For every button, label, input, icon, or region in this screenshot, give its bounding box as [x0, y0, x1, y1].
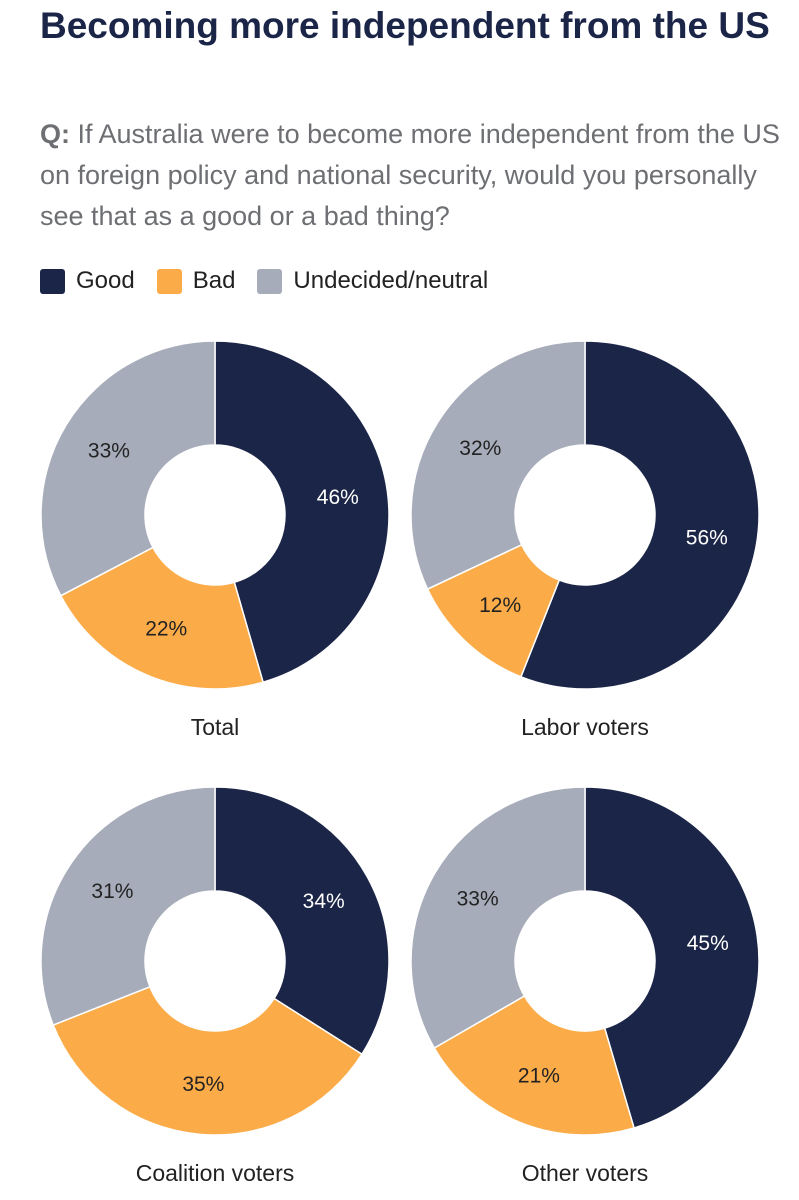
donut-chart-labor-voters: 56% 12% 32% Labor voters: [410, 340, 760, 740]
chart-caption-coalition-voters: Coalition voters: [136, 1160, 295, 1186]
chart-caption-labor-voters: Labor voters: [521, 714, 649, 740]
slice-neutral-coalition-voters: [40, 786, 216, 1027]
data-label-neutral-coalition-voters: 31%: [91, 880, 133, 903]
data-label-neutral-total: 33%: [88, 439, 130, 462]
slice-good-labor-voters: [519, 340, 760, 690]
data-label-neutral-labor-voters: 32%: [459, 437, 501, 460]
slice-bad-total: [59, 546, 265, 690]
data-label-good-coalition-voters: 34%: [303, 890, 345, 913]
data-label-bad-total: 22%: [145, 617, 187, 640]
chart-title: Becoming more independent from the US: [40, 5, 770, 46]
legend-item-good: Good: [40, 267, 135, 295]
data-label-neutral-other-voters: 33%: [457, 888, 499, 911]
slice-good-total: [214, 340, 390, 684]
legend-swatch-good: [40, 268, 65, 294]
chart-caption-other-voters: Other voters: [522, 1160, 649, 1186]
slice-neutral-other-voters: [410, 786, 586, 1050]
chart-caption-total: Total: [191, 714, 240, 740]
data-label-good-labor-voters: 56%: [686, 527, 728, 550]
question-prefix: Q:: [40, 119, 70, 149]
legend-item-neutral: Undecided/neutral: [257, 267, 488, 295]
legend-label-good: Good: [76, 267, 135, 294]
slice-neutral-total: [40, 340, 216, 597]
legend: Good Bad Undecided/neutral: [40, 264, 510, 298]
data-label-bad-other-voters: 21%: [518, 1065, 560, 1088]
data-label-good-total: 46%: [317, 486, 359, 509]
data-label-bad-coalition-voters: 35%: [182, 1073, 224, 1096]
donut-chart-total: 46% 22% 33% Total: [40, 340, 390, 740]
question-text: Q: If Australia were to become more inde…: [40, 114, 785, 237]
data-label-bad-labor-voters: 12%: [479, 594, 521, 617]
slice-neutral-labor-voters: [410, 340, 586, 591]
slice-good-coalition-voters: [214, 786, 390, 1056]
question-body: If Australia were to become more indepen…: [40, 119, 780, 231]
legend-swatch-bad: [156, 268, 182, 294]
legend-label-neutral: Undecided/neutral: [293, 267, 489, 294]
legend-label-bad: Bad: [192, 267, 236, 294]
data-label-good-other-voters: 45%: [687, 932, 729, 955]
slice-good-other-voters: [584, 786, 760, 1129]
legend-swatch-neutral: [257, 268, 283, 294]
slice-bad-other-voters: [433, 994, 635, 1136]
slice-bad-coalition-voters: [52, 985, 363, 1136]
donut-chart-coalition-voters: 34% 35% 31% Coalition voters: [40, 786, 390, 1186]
legend-item-bad: Bad: [156, 267, 236, 295]
donut-chart-other-voters: 45% 21% 33% Other voters: [410, 786, 760, 1186]
